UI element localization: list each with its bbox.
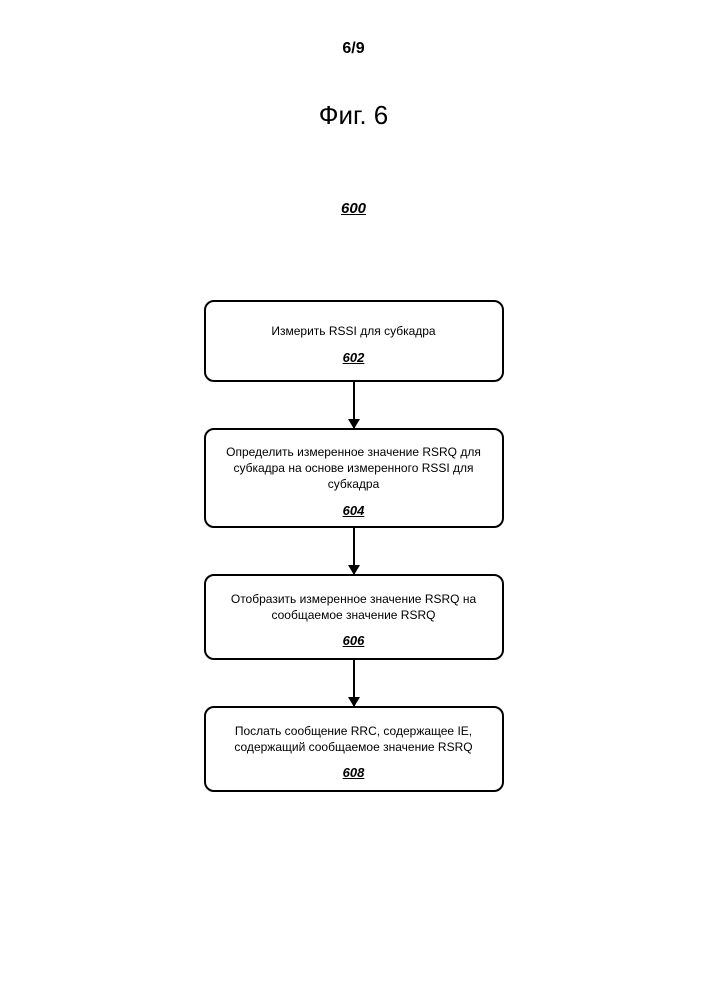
flowchart-step-602: Измерить RSSI для субкадра 602 bbox=[204, 300, 504, 382]
flowchart-step-608: Послать сообщение RRC, содержащее IE, со… bbox=[204, 706, 504, 792]
step-text: Отобразить измеренное значение RSRQ на с… bbox=[216, 591, 492, 623]
step-text: Послать сообщение RRC, содержащее IE, со… bbox=[216, 723, 492, 755]
page-number: 6/9 bbox=[0, 40, 707, 58]
figure-title: Фиг. 6 bbox=[0, 100, 707, 131]
page: 6/9 Фиг. 6 600 Измерить RSSI для субкадр… bbox=[0, 0, 707, 1000]
flowchart-step-606: Отобразить измеренное значение RSRQ на с… bbox=[204, 574, 504, 660]
flow-arrow-icon bbox=[353, 382, 355, 428]
step-text: Определить измеренное значение RSRQ для … bbox=[216, 444, 492, 493]
step-reference: 604 bbox=[343, 503, 365, 518]
step-reference: 608 bbox=[343, 765, 365, 780]
flow-arrow-icon bbox=[353, 660, 355, 706]
step-reference: 602 bbox=[343, 350, 365, 365]
flowchart-step-604: Определить измеренное значение RSRQ для … bbox=[204, 428, 504, 528]
step-reference: 606 bbox=[343, 633, 365, 648]
figure-reference-number: 600 bbox=[0, 200, 707, 217]
flow-arrow-icon bbox=[353, 528, 355, 574]
step-text: Измерить RSSI для субкадра bbox=[271, 323, 435, 339]
flowchart: Измерить RSSI для субкадра 602 Определит… bbox=[0, 300, 707, 792]
